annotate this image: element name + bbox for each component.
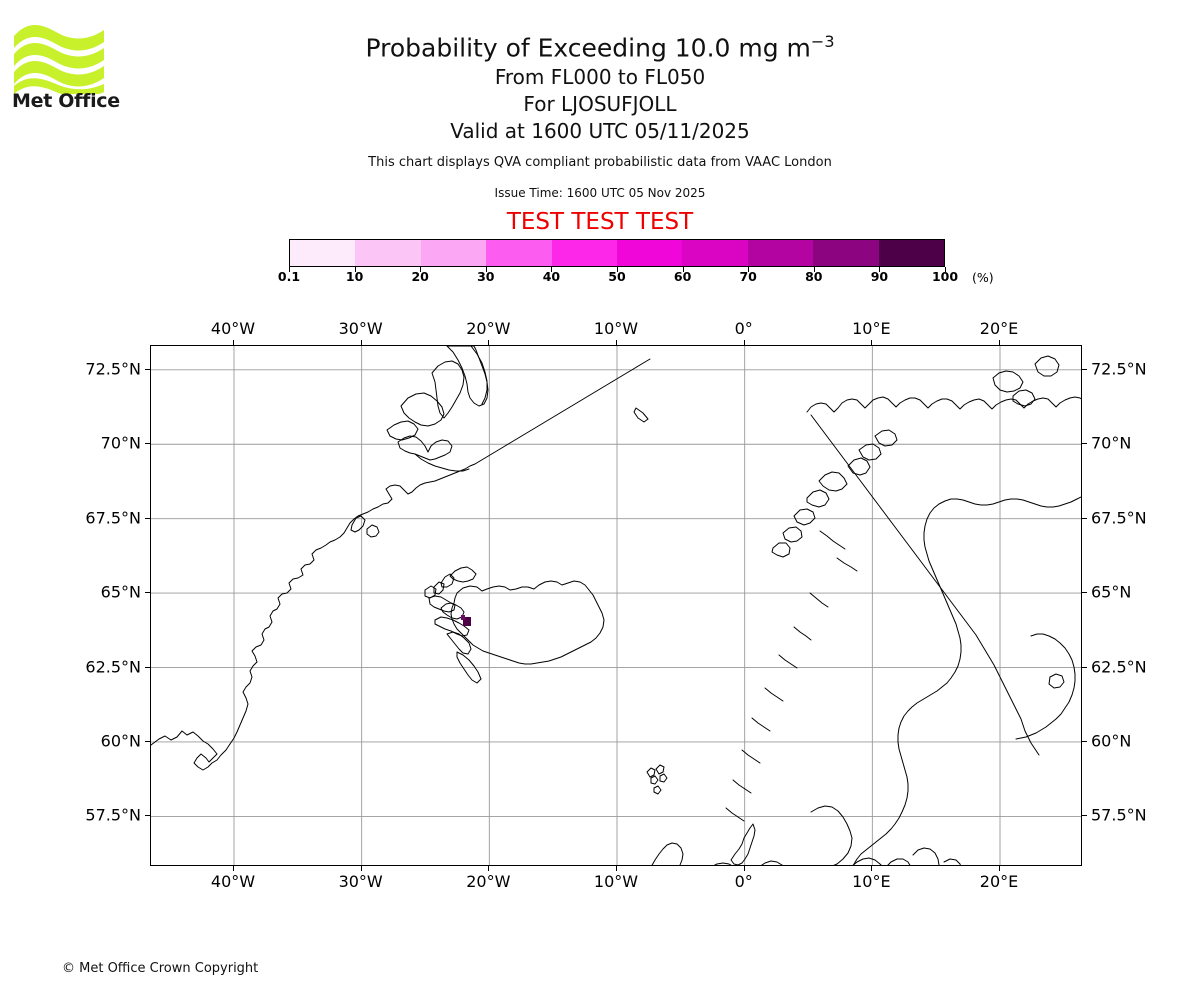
lat-label-right-65°N: 65°N (1091, 583, 1131, 602)
lon-label-40°W: 40°W (211, 872, 255, 891)
lat-label-left-62.5°N: 62.5°N (85, 657, 141, 676)
lon-tick-10°W (616, 866, 617, 871)
lon-label-20°W: 20°W (466, 319, 510, 338)
lon-tick-20°E (999, 866, 1000, 871)
lon-label-40°W: 40°W (211, 319, 255, 338)
volcano-name: For LJOSUFJOLL (0, 91, 1200, 118)
lon-tick-10°E (871, 866, 872, 871)
lon-label-0°: 0° (735, 319, 753, 338)
latitude-axis-right: 72.5°N 70°N 67.5°N 65°N 62.5°N 60°N 57.5°N (1091, 345, 1200, 866)
lat-tick-left-60°N (145, 741, 150, 742)
test-banner: TEST TEST TEST (0, 208, 1200, 236)
latitude-axis-left: 72.5°N 70°N 67.5°N 65°N 62.5°N 60°N 57.5°N (0, 345, 141, 866)
lat-tick-right-60°N (1082, 741, 1087, 742)
colorbar-label-20: 20 (411, 269, 428, 284)
lon-tick-0° (744, 340, 745, 345)
lat-tick-left-62.5°N (145, 667, 150, 668)
lon-label-20°E: 20°E (980, 319, 1018, 338)
flight-level-range: From FL000 to FL050 (0, 64, 1200, 91)
lon-label-30°W: 30°W (339, 872, 383, 891)
lon-tick-20°W (488, 866, 489, 871)
lon-tick-10°W (616, 340, 617, 345)
page-title-text: Probability of Exceeding 10.0 mg m (365, 33, 810, 62)
colorbar-unit-label: (%) (972, 270, 994, 285)
lat-label-right-60°N: 60°N (1091, 731, 1131, 750)
lat-tick-left-65°N (145, 592, 150, 593)
colorbar-label-70: 70 (739, 269, 756, 284)
lon-tick-30°W (361, 866, 362, 871)
map-frame[interactable] (150, 345, 1082, 866)
lat-label-left-67.5°N: 67.5°N (85, 508, 141, 527)
colorbar-label-90: 90 (871, 269, 888, 284)
colorbar-label-30: 30 (477, 269, 494, 284)
lon-tick-30°W (361, 340, 362, 345)
lat-label-right-57.5°N: 57.5°N (1091, 806, 1147, 825)
chart-page: Met Office Probability of Exceeding 10.0… (0, 0, 1200, 1000)
probability-colorbar (289, 239, 945, 267)
lon-label-30°W: 30°W (339, 319, 383, 338)
lon-label-20°W: 20°W (466, 872, 510, 891)
copyright-notice: © Met Office Crown Copyright (62, 961, 258, 976)
lat-label-left-72.5°N: 72.5°N (85, 359, 141, 378)
lat-tick-right-70°N (1082, 443, 1087, 444)
colorbar-label-60: 60 (674, 269, 691, 284)
coastlines (151, 346, 1082, 866)
colorbar-ticks (289, 239, 945, 267)
compliance-note: This chart displays QVA compliant probab… (0, 154, 1200, 172)
lon-label-10°W: 10°W (594, 872, 638, 891)
map-canvas (151, 346, 1082, 866)
lat-label-right-62.5°N: 62.5°N (1091, 657, 1147, 676)
colorbar-label-80: 80 (805, 269, 822, 284)
lat-tick-left-67.5°N (145, 518, 150, 519)
lat-label-left-57.5°N: 57.5°N (85, 806, 141, 825)
lon-label-20°E: 20°E (980, 872, 1018, 891)
colorbar-label-10: 10 (346, 269, 363, 284)
lat-label-left-65°N: 65°N (101, 583, 141, 602)
colorbar-label-40: 40 (543, 269, 560, 284)
lon-tick-20°W (488, 340, 489, 345)
ash-plume-region (461, 615, 471, 626)
lat-tick-left-57.5°N (145, 815, 150, 816)
page-title: Probability of Exceeding 10.0 mg m−3 (0, 26, 1200, 64)
colorbar-label-0.1: 0.1 (278, 269, 300, 284)
page-title-exponent: −3 (811, 32, 835, 51)
map-container[interactable] (150, 345, 1082, 866)
lon-label-10°W: 10°W (594, 319, 638, 338)
colorbar-tick-labels: 0.1102030405060708090100 (289, 269, 945, 287)
lon-tick-20°E (999, 340, 1000, 345)
lat-label-right-70°N: 70°N (1091, 434, 1131, 453)
lat-label-right-67.5°N: 67.5°N (1091, 508, 1147, 527)
lat-tick-left-72.5°N (145, 369, 150, 370)
lon-tick-0° (744, 866, 745, 871)
longitude-axis-top: 40°W 30°W 20°W 10°W 0° 10°E 20°E (150, 319, 1082, 339)
colorbar-label-50: 50 (608, 269, 625, 284)
lat-tick-right-57.5°N (1082, 815, 1087, 816)
lon-label-10°E: 10°E (852, 872, 890, 891)
lat-tick-left-70°N (145, 443, 150, 444)
lon-tick-40°W (233, 866, 234, 871)
lat-tick-right-65°N (1082, 592, 1087, 593)
lat-tick-right-72.5°N (1082, 369, 1087, 370)
lon-tick-10°E (871, 340, 872, 345)
lat-label-right-72.5°N: 72.5°N (1091, 359, 1147, 378)
lon-tick-40°W (233, 340, 234, 345)
title-block: Probability of Exceeding 10.0 mg m−3 Fro… (0, 26, 1200, 236)
lat-label-left-60°N: 60°N (101, 731, 141, 750)
lat-tick-right-67.5°N (1082, 518, 1087, 519)
lat-tick-right-62.5°N (1082, 667, 1087, 668)
map-gridlines (151, 346, 1082, 866)
lon-label-10°E: 10°E (852, 319, 890, 338)
valid-time: Valid at 1600 UTC 05/11/2025 (0, 118, 1200, 145)
lat-label-left-70°N: 70°N (101, 434, 141, 453)
colorbar-label-100: 100 (932, 269, 958, 284)
issue-time: Issue Time: 1600 UTC 05 Nov 2025 (0, 185, 1200, 202)
lon-label-0°: 0° (735, 872, 753, 891)
